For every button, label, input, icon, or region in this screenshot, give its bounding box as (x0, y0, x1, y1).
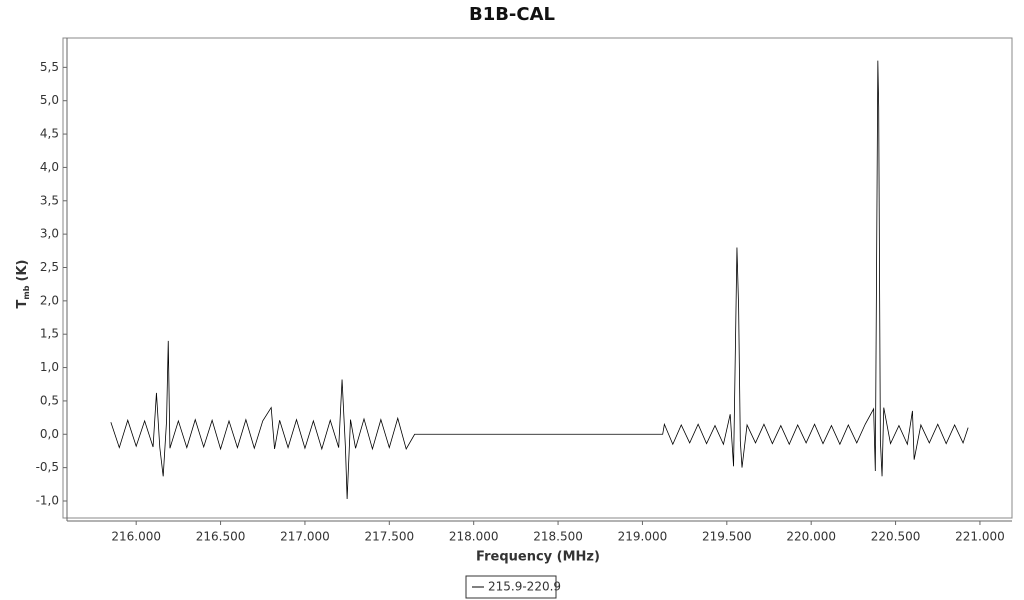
x-tick-label: 216.000 (111, 530, 161, 544)
legend-label: 215.9-220.9 (488, 580, 561, 594)
y-tick-label: -0,5 (36, 460, 59, 474)
x-tick-label: 217.000 (280, 530, 330, 544)
y-tick-label: 1,0 (40, 360, 59, 374)
x-tick-label: 218.500 (533, 530, 583, 544)
spectrum-line (110, 60, 969, 499)
y-tick-label: 0,5 (40, 393, 59, 407)
x-tick-label: 218.000 (449, 530, 499, 544)
x-tick-label: 219.500 (702, 530, 752, 544)
y-tick-label: 4,0 (40, 160, 59, 174)
y-tick-label: 1,5 (40, 327, 59, 341)
x-tick-label: 216.500 (196, 530, 246, 544)
x-tick-label: 220.500 (871, 530, 921, 544)
y-axis-subscript: mb (22, 285, 31, 299)
x-tick-label: 221.000 (955, 530, 1005, 544)
x-axis-title: Frequency (MHz) (476, 550, 600, 565)
y-tick-label: 0,0 (40, 427, 59, 441)
y-tick-label: 2,0 (40, 293, 59, 307)
legend-box (465, 575, 557, 599)
y-tick-label: 5,5 (40, 60, 59, 74)
y-tick-label: 2,5 (40, 260, 59, 274)
y-axis-title: Tmb (K) (15, 260, 31, 309)
plot-frame (62, 37, 1013, 519)
y-tick-label: 5,0 (40, 93, 59, 107)
y-tick-label: 3,0 (40, 227, 59, 241)
x-tick-label: 219.000 (618, 530, 668, 544)
chart-title: B1B-CAL (469, 4, 555, 25)
y-tick-label: 3,5 (40, 193, 59, 207)
y-axis-unit: (K) (15, 260, 30, 282)
y-tick-label: 4,5 (40, 127, 59, 141)
y-tick-label: -1,0 (36, 493, 59, 507)
x-tick-label: 220.000 (786, 530, 836, 544)
y-axis-symbol: T (15, 299, 30, 308)
x-tick-label: 217.500 (365, 530, 415, 544)
